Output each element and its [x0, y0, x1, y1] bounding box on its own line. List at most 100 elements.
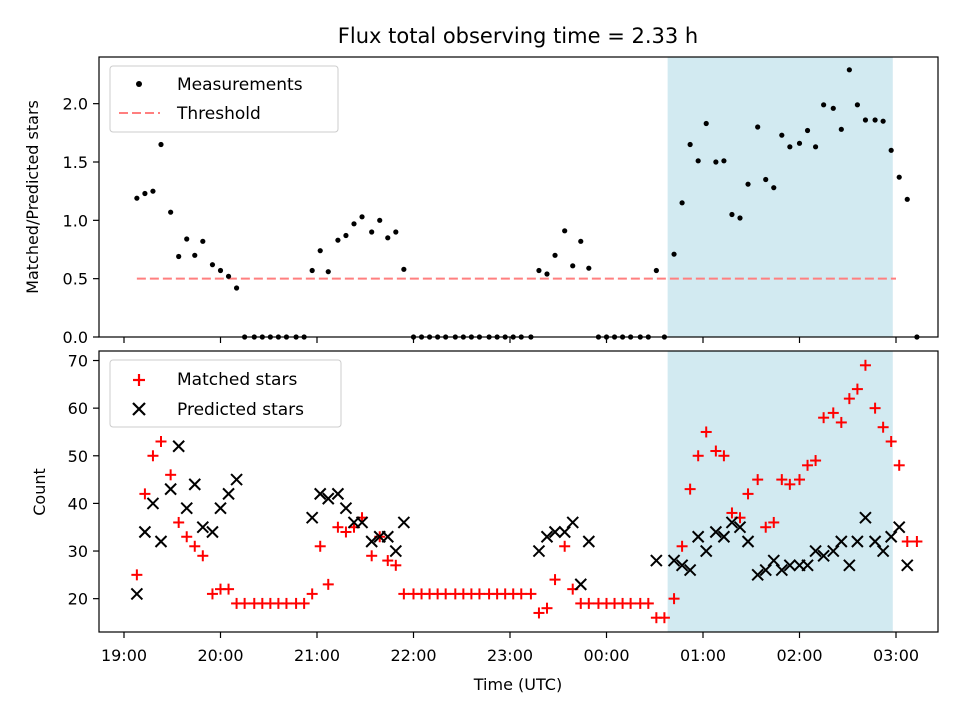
matched-star-point [726, 507, 738, 519]
matched-star-point [181, 531, 193, 543]
measurement-point [335, 237, 341, 243]
measurement-point [317, 248, 323, 254]
matched-star-point [440, 588, 452, 600]
measurement-point [552, 252, 558, 258]
predicted-star-point [355, 516, 369, 529]
x-tick-label: 22:00 [390, 646, 436, 665]
predicted-star-point [809, 544, 822, 558]
measurement-point [385, 235, 391, 241]
measurement-point [695, 158, 701, 164]
matched-star-point [893, 459, 905, 471]
legend-measurements-marker [136, 81, 142, 87]
x-tick-label: 01:00 [680, 646, 726, 665]
predicted-star-point [650, 554, 663, 567]
predicted-star-point [180, 501, 193, 515]
measurement-point [134, 195, 140, 201]
x-tick-label: 03:00 [873, 646, 919, 665]
x-tick-label: 20:00 [197, 646, 243, 665]
measurement-point [763, 176, 769, 183]
measurement-point [150, 188, 156, 194]
measurement-point [687, 141, 693, 148]
matched-star-point [473, 588, 485, 600]
measurement-point [343, 232, 349, 239]
matched-star-point [322, 578, 334, 590]
legend-predicted-marker [132, 402, 146, 416]
x-tick-label: 23:00 [487, 646, 533, 665]
bottom-y-ticks: 20 30 40 50 60 70 [68, 352, 99, 609]
matched-star-point [155, 435, 167, 447]
matched-star-point [827, 407, 839, 419]
matched-star-point [515, 588, 527, 600]
matched-star-point [835, 416, 847, 428]
predicted-star-point [868, 535, 882, 548]
measurement-point [142, 190, 148, 197]
predicted-star-point [331, 487, 345, 501]
top-y-tick-label: 0.5 [63, 270, 88, 289]
top-x-ticks [123, 337, 897, 343]
bottom-y-tick-label: 40 [68, 494, 88, 513]
predicted-star-point [305, 511, 319, 524]
predicted-star-point [389, 544, 403, 558]
predicted-star-point [222, 487, 235, 501]
matched-star-point [851, 383, 863, 395]
matched-star-point [768, 516, 780, 528]
matched-star-point [206, 588, 218, 600]
x-tick-label: 19:00 [101, 646, 147, 665]
bottom-panel-frame [98, 350, 939, 633]
measurement-point [562, 228, 568, 234]
bottom-panel: 20 30 40 50 60 70 19:00 20:00 21:00 22:00 23:00 00… [30, 350, 939, 694]
x-tick-label: 21:00 [294, 646, 340, 665]
predicted-star-point [851, 535, 864, 548]
predicted-star-point [893, 521, 906, 534]
matched-star-point [390, 559, 402, 571]
predicted-star-point [835, 535, 848, 548]
matched-star-point [332, 521, 344, 533]
measurement-point [896, 174, 902, 180]
measurement-point [729, 211, 735, 218]
matched-star-point [314, 540, 326, 552]
predicted-star-point [709, 525, 723, 539]
measurement-point [713, 159, 719, 165]
predicted-star-point [365, 535, 378, 548]
measurement-point [862, 117, 869, 123]
measurement-point [812, 144, 819, 150]
x-tick-label: 02:00 [776, 646, 822, 665]
matched-star-point [147, 450, 159, 462]
bottom-y-tick-label: 70 [68, 352, 88, 371]
predicted-star-point [558, 525, 571, 539]
top-legend-box [109, 65, 339, 133]
measurement-point [168, 209, 174, 215]
x-tick-label: 00:00 [583, 646, 629, 665]
predicted-star-point [566, 516, 579, 529]
measurement-point [393, 229, 399, 235]
measurement-point [377, 217, 383, 223]
bottom-panel-shade [667, 351, 893, 632]
predicted-star-point [884, 530, 898, 543]
matched-star-point [559, 540, 571, 552]
measurement-point [369, 229, 375, 235]
bottom-y-axis-label: Count [30, 468, 49, 516]
measurement-points [134, 67, 920, 340]
measurement-point [536, 267, 542, 274]
measurement-point [880, 118, 886, 124]
matched-star-point [668, 593, 680, 605]
matched-star-point [398, 588, 410, 600]
measurement-point [570, 263, 576, 269]
matched-star-point [901, 536, 913, 548]
matched-star-point [340, 526, 352, 538]
matched-star-point [794, 474, 805, 486]
measurement-point [745, 181, 751, 187]
top-panel-frame [98, 56, 939, 338]
predicted-star-point [751, 568, 764, 582]
matched-star-point [692, 450, 704, 462]
measurement-point [351, 221, 357, 227]
predicted-star-point [130, 587, 144, 601]
predicted-star-point [733, 521, 747, 534]
predicted-star-markers [130, 440, 914, 601]
bottom-legend-box [109, 359, 342, 428]
predicted-star-point [188, 478, 201, 491]
top-panel: 0.00.51.01.52.0 Matched/Predicted stars … [23, 56, 939, 347]
matched-star-point [784, 478, 796, 490]
measurement-point [888, 147, 894, 153]
